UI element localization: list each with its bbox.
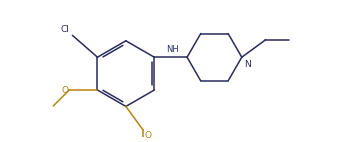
Text: NH: NH — [166, 45, 180, 54]
Text: N: N — [244, 60, 251, 69]
Text: O: O — [61, 85, 68, 95]
Text: O: O — [144, 131, 151, 140]
Text: Cl: Cl — [61, 25, 70, 34]
